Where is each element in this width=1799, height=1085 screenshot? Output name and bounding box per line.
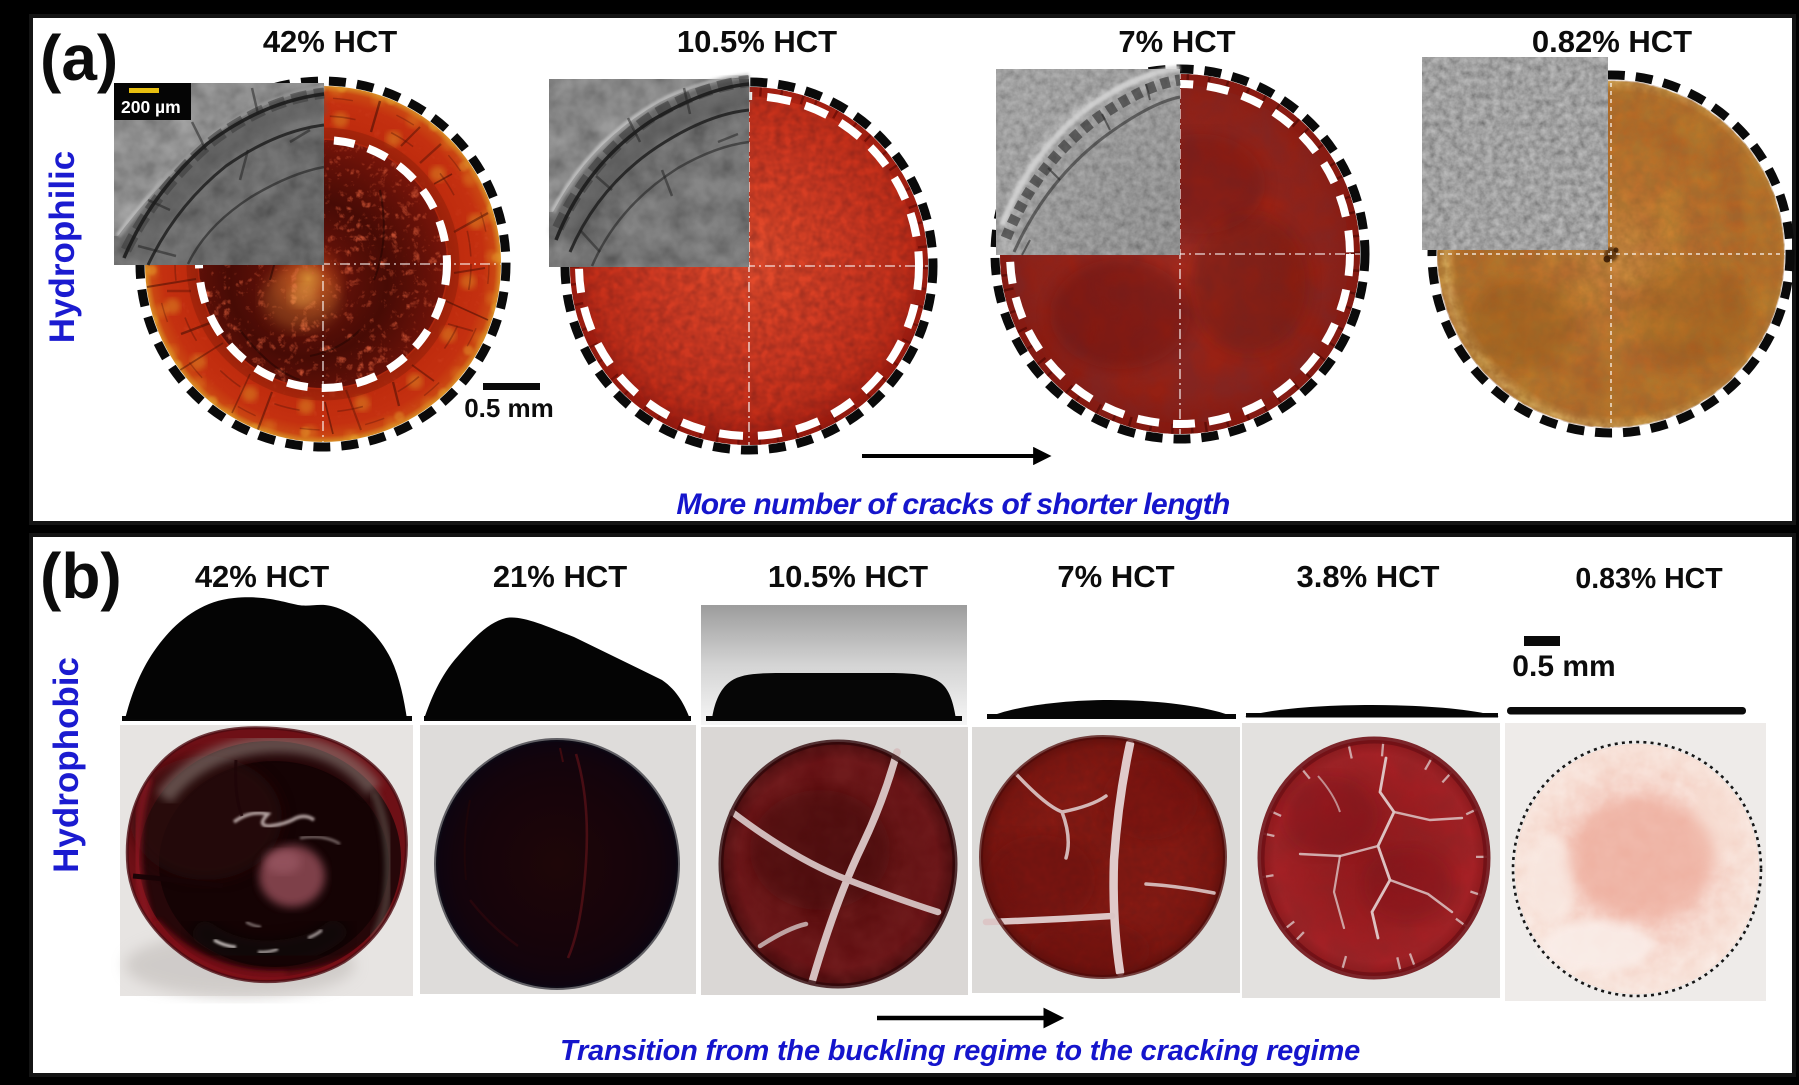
svg-text:0.82% HCT: 0.82% HCT bbox=[1532, 24, 1692, 59]
svg-text:7% HCT: 7% HCT bbox=[1118, 24, 1235, 59]
svg-text:7% HCT: 7% HCT bbox=[1057, 559, 1174, 594]
svg-text:200 µm: 200 µm bbox=[121, 97, 181, 117]
svg-text:10.5% HCT: 10.5% HCT bbox=[768, 559, 928, 594]
svg-text:0.5 mm: 0.5 mm bbox=[1512, 650, 1615, 683]
svg-text:Hydrophobic: Hydrophobic bbox=[47, 657, 86, 873]
svg-text:42% HCT: 42% HCT bbox=[263, 24, 397, 59]
svg-text:0.83% HCT: 0.83% HCT bbox=[1575, 563, 1723, 595]
svg-text:21% HCT: 21% HCT bbox=[493, 559, 627, 594]
svg-text:3.8% HCT: 3.8% HCT bbox=[1297, 559, 1440, 594]
svg-text:42% HCT: 42% HCT bbox=[195, 559, 329, 594]
svg-text:10.5% HCT: 10.5% HCT bbox=[677, 24, 837, 59]
svg-text:(a): (a) bbox=[40, 22, 118, 94]
svg-text:0.5 mm: 0.5 mm bbox=[464, 393, 554, 423]
svg-text:Transition from the buckling r: Transition from the buckling regime to t… bbox=[560, 1035, 1360, 1067]
svg-text:(b): (b) bbox=[40, 540, 122, 612]
svg-text:More number of cracks of short: More number of cracks of shorter length bbox=[676, 488, 1230, 521]
svg-text:Hydrophilic: Hydrophilic bbox=[43, 151, 82, 344]
